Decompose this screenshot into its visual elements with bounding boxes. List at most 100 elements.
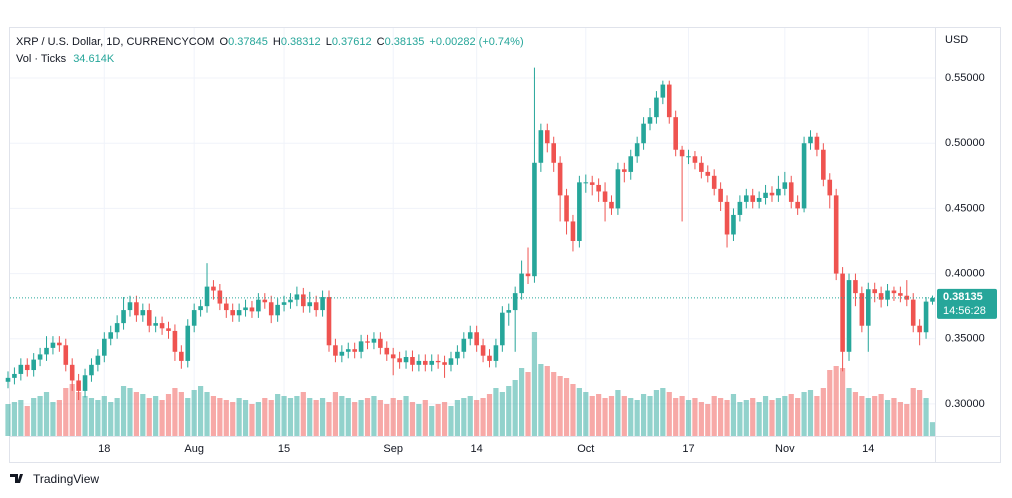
volume-bar: [705, 404, 711, 436]
volume-bar: [63, 388, 69, 436]
candle-body: [544, 130, 550, 144]
volume-bar: [602, 398, 608, 436]
volume-bar: [878, 394, 884, 436]
candle-body: [89, 364, 94, 376]
logo: [10, 474, 23, 483]
candle-body: [435, 360, 441, 363]
volume-value: 34.614K: [73, 53, 115, 65]
volume-bar: [910, 388, 916, 436]
candle-body: [352, 349, 357, 352]
volume-bar: [191, 390, 197, 436]
candle-body: [281, 302, 287, 305]
volume-bar: [435, 404, 441, 436]
y-tick-label: 0.55000: [945, 72, 985, 84]
candle-body: [448, 358, 454, 365]
candle-body: [390, 354, 396, 359]
volume-bar: [724, 400, 730, 436]
candle-body: [76, 380, 81, 391]
candle-body: [114, 323, 120, 333]
volume-bar: [737, 402, 743, 436]
candle-body: [95, 355, 101, 365]
candle-body: [506, 310, 512, 313]
candle-body: [744, 195, 749, 202]
y-tick-label: 0.40000: [945, 267, 985, 279]
candle-body: [679, 149, 685, 157]
candle-body: [223, 303, 229, 311]
volume-bar: [563, 378, 570, 436]
candle-body: [853, 280, 858, 294]
candle-body: [538, 130, 544, 163]
volume-bar: [140, 394, 146, 436]
candle-body: [249, 307, 255, 312]
volume-bar: [628, 398, 634, 436]
volume-bar: [377, 400, 383, 436]
volume-bar: [223, 400, 229, 436]
volume-bar: [178, 392, 184, 436]
volume-bar: [159, 400, 165, 436]
candle-body: [191, 310, 197, 326]
volume-bar: [120, 386, 127, 436]
high-label: H: [273, 36, 281, 48]
x-tick-label: 14: [471, 443, 483, 455]
x-tick-label: Aug: [184, 443, 204, 455]
volume-bar: [474, 400, 480, 436]
volume-bar: [807, 390, 814, 436]
candle-body: [827, 179, 833, 196]
volume-bar: [840, 368, 846, 436]
candle-body: [236, 310, 242, 316]
volume-bar: [262, 398, 268, 436]
volume-bar: [165, 394, 172, 436]
open-value: 0.37845: [228, 36, 268, 48]
candle-body: [127, 302, 133, 311]
volume-bar: [852, 392, 859, 436]
candle-body: [577, 182, 582, 241]
candle-body: [846, 280, 852, 352]
candle-body: [865, 289, 871, 326]
candle-body: [416, 360, 422, 365]
candle-body: [24, 364, 30, 371]
volume-bar: [589, 396, 595, 436]
candle-body: [628, 156, 634, 172]
candle-body: [821, 149, 826, 180]
candle-body: [256, 299, 261, 312]
candle-body: [493, 345, 499, 361]
candle-body: [146, 310, 152, 326]
volume-bar: [18, 400, 24, 436]
volume-bar: [101, 396, 107, 436]
volume-bar: [531, 332, 538, 436]
candle-body: [756, 197, 762, 202]
volume-bar: [409, 402, 416, 436]
candle-body: [557, 162, 563, 196]
volume-bar: [679, 396, 685, 436]
candle-body: [814, 136, 820, 150]
candle-body: [31, 359, 36, 371]
x-tick-label: 14: [862, 443, 874, 455]
volume-bar: [11, 402, 18, 436]
candle-body: [69, 364, 75, 381]
candle-body: [718, 188, 723, 202]
candle-body: [18, 364, 24, 374]
volume-bar: [403, 396, 409, 436]
volume-bar: [621, 396, 627, 436]
volume-bar: [750, 398, 756, 436]
volume-bar: [454, 400, 460, 436]
volume-bar: [300, 392, 306, 436]
volume-bar: [576, 388, 582, 436]
candle-body: [686, 156, 691, 158]
y-tick-label: 0.30000: [945, 398, 985, 410]
candle-body: [885, 290, 890, 300]
candle-body: [776, 188, 781, 196]
volume-bar: [56, 400, 62, 436]
candle-body: [12, 373, 17, 378]
volume-bar: [788, 394, 794, 436]
volume-bar: [5, 404, 11, 436]
candle-body: [166, 328, 171, 331]
candle-body: [461, 338, 467, 352]
candle-body: [840, 273, 845, 352]
x-tick-label: 15: [278, 443, 290, 455]
volume-bar: [769, 400, 775, 436]
candle-body: [378, 338, 383, 348]
volume-bar: [743, 400, 749, 436]
candle-body: [480, 345, 486, 356]
candle-body: [82, 375, 88, 391]
